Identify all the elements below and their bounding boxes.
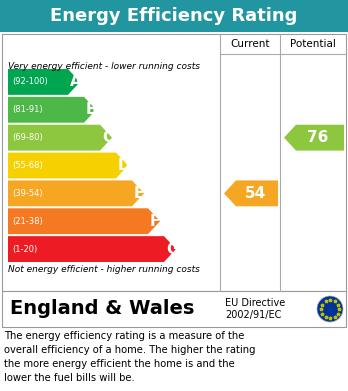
Polygon shape [8,152,128,178]
Polygon shape [8,180,144,206]
Text: (55-68): (55-68) [12,161,43,170]
Text: England & Wales: England & Wales [10,300,195,319]
Text: The energy efficiency rating is a measure of the
overall efficiency of a home. T: The energy efficiency rating is a measur… [4,331,255,383]
Polygon shape [8,125,112,151]
Text: EU Directive
2002/91/EC: EU Directive 2002/91/EC [225,298,285,320]
Polygon shape [284,125,344,151]
Text: 54: 54 [244,186,266,201]
Text: C: C [102,130,113,145]
Polygon shape [8,97,96,123]
Bar [0,0,348,32]
Text: Energy Efficiency Rating: Energy Efficiency Rating [50,7,298,25]
Text: F: F [150,214,160,229]
Text: E: E [134,186,144,201]
Text: (81-91): (81-91) [12,105,42,114]
Polygon shape [224,180,278,206]
Text: (1-20): (1-20) [12,245,37,254]
Text: Not energy efficient - higher running costs: Not energy efficient - higher running co… [8,265,200,274]
Polygon shape [8,236,176,262]
Text: (69-80): (69-80) [12,133,43,142]
Text: Current: Current [230,39,270,49]
Polygon shape [8,69,80,95]
Text: (21-38): (21-38) [12,217,43,226]
Bar [2,291,346,327]
Text: (39-54): (39-54) [12,189,42,198]
Text: B: B [86,102,98,117]
Circle shape [317,296,343,322]
Text: A: A [70,74,82,90]
Bar [2,34,346,291]
Text: G: G [166,242,179,256]
Text: Very energy efficient - lower running costs: Very energy efficient - lower running co… [8,62,200,71]
Text: Potential: Potential [290,39,336,49]
Text: (92-100): (92-100) [12,77,48,86]
Text: 76: 76 [307,130,329,145]
Text: D: D [118,158,130,173]
Polygon shape [8,208,160,234]
